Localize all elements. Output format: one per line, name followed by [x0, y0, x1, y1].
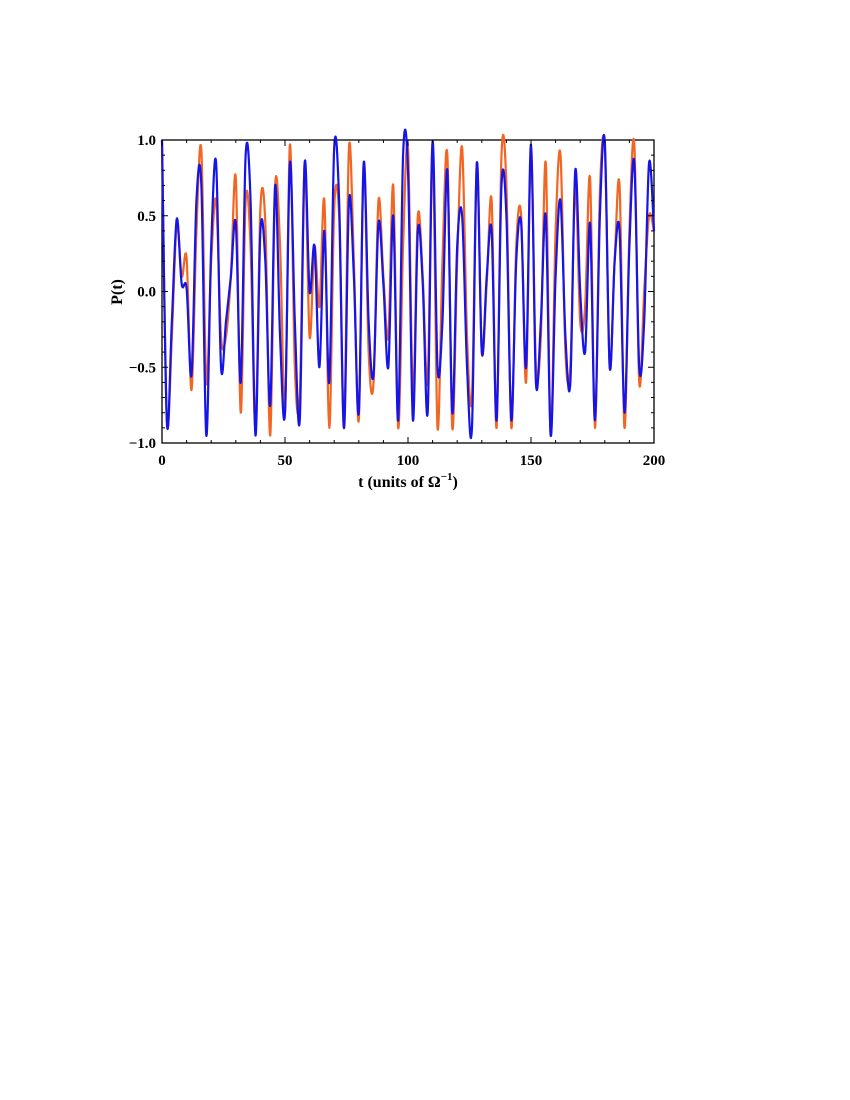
x-axis-label-main: t (units of Ω — [358, 474, 441, 491]
x-axis-label: t (units of Ω−1) — [358, 471, 458, 491]
y-tick-label: 0.5 — [137, 209, 156, 225]
x-tick-label: 50 — [278, 453, 293, 469]
y-tick-label: 1.0 — [137, 133, 156, 149]
y-axis-label: P(t) — [109, 279, 126, 305]
x-tick-label: 150 — [520, 453, 543, 469]
x-axis-label-superscript: −1 — [441, 471, 453, 483]
series-line-2 — [160, 128, 656, 439]
x-tick-label: 200 — [643, 453, 666, 469]
x-tick-label: 0 — [158, 453, 166, 469]
y-tick-label: −0.5 — [129, 360, 156, 376]
y-tick-label: 0.0 — [137, 285, 156, 301]
x-tick-label: 100 — [397, 453, 420, 469]
tick-layer: 0 50 100 150 200 1.0 0.5 0.0 −0.5 −1.0 — [129, 133, 666, 469]
series-layer — [160, 128, 656, 439]
x-axis-label-tail: ) — [453, 474, 458, 491]
plot-area: 0 50 100 150 200 1.0 0.5 0.0 −0.5 −1.0 — [129, 128, 666, 469]
y-tick-label: −1.0 — [129, 436, 156, 452]
